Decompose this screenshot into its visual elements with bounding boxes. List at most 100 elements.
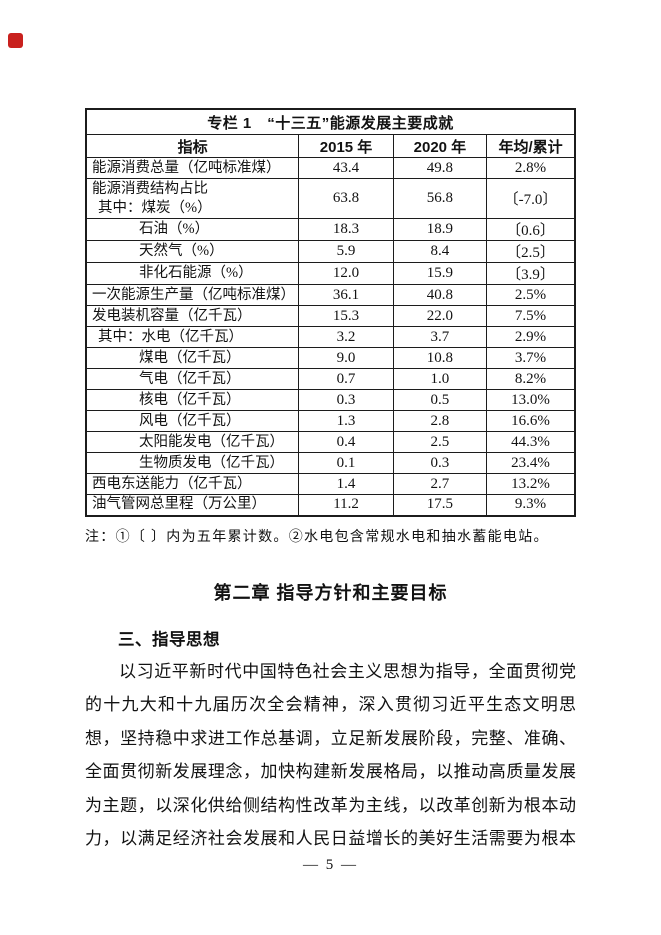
indicator-cell: 风电（亿千瓦） [85,410,300,432]
value-avg-cell: 23.4% [486,452,576,474]
value-2020-cell: 2.8 [392,410,488,432]
value-avg-cell: 〔-7.0〕 [486,178,576,219]
indicator-label: 一次能源生产量（亿吨标准煤） [92,286,295,303]
col-header-indicator: 指标 [85,134,300,158]
value-avg-cell: 〔0.6〕 [486,218,576,241]
page-number: — 5 — [303,856,358,873]
indicator-label: 油气管网总里程（万公里） [92,496,266,513]
table-row: 能源消费总量（亿吨标准煤） 43.4 49.8 2.8% [85,157,576,179]
table-title: 专栏 1 “十三五”能源发展主要成就 [85,108,576,135]
value-avg-cell: 2.9% [486,326,576,348]
table-row: 发电装机容量（亿千瓦） 15.3 22.0 7.5% [85,305,576,327]
value-avg-cell: 13.0% [486,389,576,411]
paragraph-line: 的十九大和十九届历次全会精神，深入贯彻习近平生态文明思 [85,695,576,714]
col-header-2020: 2020 年 [392,134,488,158]
value-2020-cell: 3.7 [392,326,488,348]
indicator-cell: 能源消费总量（亿吨标准煤） [85,157,300,179]
indicator-label: 煤电（亿千瓦） [139,349,241,366]
value-2015-cell: 1.4 [298,473,394,495]
paragraph-line: 全面贯彻新发展理念，加快构建新发展格局，以推动高质量发展 [85,762,576,781]
value-2015-cell: 43.4 [298,157,394,179]
value-2020-cell: 0.5 [392,389,488,411]
indicator-label: 生物质发电（亿千瓦） [139,454,284,471]
value-2015-cell: 11.2 [298,494,394,516]
value-2020-cell: 40.8 [392,284,488,306]
paragraph-line: 想，坚持稳中求进工作总基调，立足新发展阶段，完整、准确、 [85,728,576,748]
col-header-avg: 年均/累计 [486,134,576,158]
value-2015-cell: 0.7 [298,368,394,390]
indicator-cell: 其中：水电（亿千瓦） [85,326,300,348]
indicator-cell: 太阳能发电（亿千瓦） [85,431,300,453]
table-row: 石油（%） 18.3 18.9 〔0.6〕 [85,218,576,241]
indicator-label: 非化石能源（%） [139,265,253,281]
value-avg-cell: 9.3% [486,494,576,516]
indicator-cell: 发电装机容量（亿千瓦） [85,305,300,327]
indicator-cell: 核电（亿千瓦） [85,389,300,411]
sub-heading: 三、指导思想 [118,630,220,649]
table-row: 煤电（亿千瓦） 9.0 10.8 3.7% [85,347,576,369]
value-avg-cell: 2.5% [486,284,576,306]
value-2020-cell: 8.4 [392,240,488,263]
value-2015-cell: 3.2 [298,326,394,348]
table-title-row: 专栏 1 “十三五”能源发展主要成就 [85,108,576,135]
value-2020-cell: 17.5 [392,494,488,516]
indicator-cell: 能源消费结构占比其中：煤炭（%） [85,178,300,219]
value-2020-cell: 1.0 [392,368,488,390]
indicator-label: 西电东送能力（亿千瓦） [92,475,252,492]
value-avg-cell: 〔2.5〕 [486,240,576,263]
value-avg-cell: 13.2% [486,473,576,495]
indicator-label: 发电装机容量（亿千瓦） [92,307,252,324]
value-avg-cell: 〔3.9〕 [486,262,576,285]
body-paragraph: 以习近平新时代中国特色社会主义思想为指导，全面贯彻党的十九大和十九届历次全会精神… [85,655,576,856]
value-2020-cell: 56.8 [392,178,488,219]
value-2020-cell: 22.0 [392,305,488,327]
indicator-cell: 煤电（亿千瓦） [85,347,300,369]
indicator-cell: 油气管网总里程（万公里） [85,494,300,516]
value-2015-cell: 5.9 [298,240,394,263]
value-2020-cell: 10.8 [392,347,488,369]
table-row: 生物质发电（亿千瓦） 0.1 0.3 23.4% [85,452,576,474]
value-avg-cell: 8.2% [486,368,576,390]
paragraph-line: 为主题，以深化供给侧结构性改革为主线，以改革创新为根本动 [85,795,576,815]
page-content: 专栏 1 “十三五”能源发展主要成就 指标 2015 年 2020 年 年均/累… [85,108,576,874]
table-row: 太阳能发电（亿千瓦） 0.4 2.5 44.3% [85,431,576,453]
indicator-label: 风电（亿千瓦） [139,412,241,429]
indicator-label: 太阳能发电（亿千瓦） [139,433,284,450]
indicator-sublabel: 其中：煤炭（%） [98,199,212,216]
table-header-row: 指标 2015 年 2020 年 年均/累计 [85,134,576,158]
table-row: 西电东送能力（亿千瓦） 1.4 2.7 13.2% [85,473,576,495]
table-note: 注：①〔 〕内为五年累计数。②水电包含常规水电和抽水蓄能电站。 [85,529,549,545]
table-row: 核电（亿千瓦） 0.3 0.5 13.0% [85,389,576,411]
paragraph-line: 以习近平新时代中国特色社会主义思想为指导，全面贯彻党 [119,661,576,681]
table-row: 非化石能源（%） 12.0 15.9 〔3.9〕 [85,262,576,285]
value-2015-cell: 36.1 [298,284,394,306]
value-avg-cell: 7.5% [486,305,576,327]
indicator-cell: 天然气（%） [85,240,300,263]
indicator-label: 气电（亿千瓦） [139,370,241,387]
value-2020-cell: 49.8 [392,157,488,179]
value-avg-cell: 2.8% [486,157,576,179]
value-2020-cell: 2.7 [392,473,488,495]
value-2015-cell: 0.3 [298,389,394,411]
value-2020-cell: 18.9 [392,218,488,241]
indicator-label: 石油（%） [139,221,210,237]
indicator-cell: 生物质发电（亿千瓦） [85,452,300,474]
table-row: 气电（亿千瓦） 0.7 1.0 8.2% [85,368,576,390]
indicator-label: 核电（亿千瓦） [139,391,241,408]
indicator-cell: 非化石能源（%） [85,262,300,285]
red-bookmark-icon [8,33,23,48]
indicator-label: 能源消费总量（亿吨标准煤） [92,159,281,176]
value-2015-cell: 12.0 [298,262,394,285]
value-2015-cell: 9.0 [298,347,394,369]
value-2015-cell: 1.3 [298,410,394,432]
indicator-label: 能源消费结构占比 [92,180,208,197]
indicator-label: 其中：水电（亿千瓦） [98,328,243,345]
indicator-cell: 西电东送能力（亿千瓦） [85,473,300,495]
value-2020-cell: 0.3 [392,452,488,474]
table-row: 其中：水电（亿千瓦） 3.2 3.7 2.9% [85,326,576,348]
paragraph-line: 力，以满足经济社会发展和人民日益增长的美好生活需要为根本 [85,829,576,848]
value-avg-cell: 44.3% [486,431,576,453]
indicator-cell: 石油（%） [85,218,300,241]
value-2015-cell: 63.8 [298,178,394,219]
indicator-cell: 气电（亿千瓦） [85,368,300,390]
